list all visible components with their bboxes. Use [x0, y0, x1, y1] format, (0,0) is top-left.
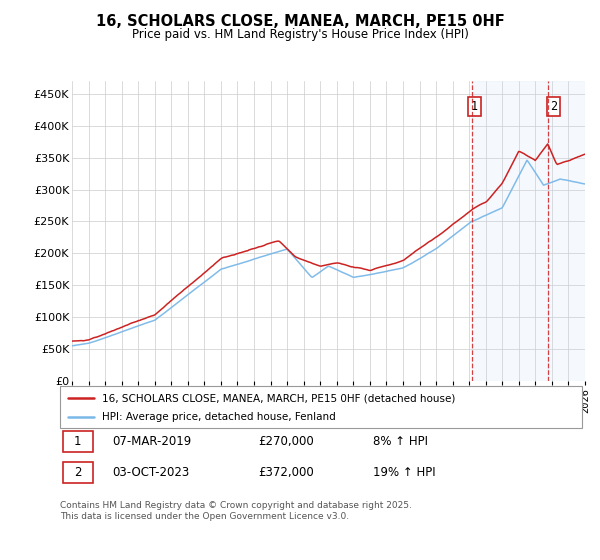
Bar — [62, 431, 93, 452]
Text: 16, SCHOLARS CLOSE, MANEA, MARCH, PE15 0HF: 16, SCHOLARS CLOSE, MANEA, MARCH, PE15 0… — [95, 14, 505, 29]
Text: 16, SCHOLARS CLOSE, MANEA, MARCH, PE15 0HF (detached house): 16, SCHOLARS CLOSE, MANEA, MARCH, PE15 0… — [102, 393, 455, 403]
Text: £270,000: £270,000 — [259, 435, 314, 449]
Text: Price paid vs. HM Land Registry's House Price Index (HPI): Price paid vs. HM Land Registry's House … — [131, 28, 469, 41]
Text: 8% ↑ HPI: 8% ↑ HPI — [373, 435, 428, 449]
Text: 2: 2 — [550, 100, 557, 113]
Text: 2: 2 — [74, 466, 82, 479]
Text: 1: 1 — [471, 100, 478, 113]
Text: Contains HM Land Registry data © Crown copyright and database right 2025.
This d: Contains HM Land Registry data © Crown c… — [60, 501, 412, 521]
Bar — [472, 81, 548, 381]
Text: 1: 1 — [74, 435, 82, 449]
Text: £372,000: £372,000 — [259, 466, 314, 479]
Text: 19% ↑ HPI: 19% ↑ HPI — [373, 466, 436, 479]
Bar — [62, 462, 93, 483]
Text: HPI: Average price, detached house, Fenland: HPI: Average price, detached house, Fenl… — [102, 413, 335, 422]
Text: 07-MAR-2019: 07-MAR-2019 — [112, 435, 191, 449]
Bar — [548, 81, 585, 381]
Text: 03-OCT-2023: 03-OCT-2023 — [112, 466, 190, 479]
